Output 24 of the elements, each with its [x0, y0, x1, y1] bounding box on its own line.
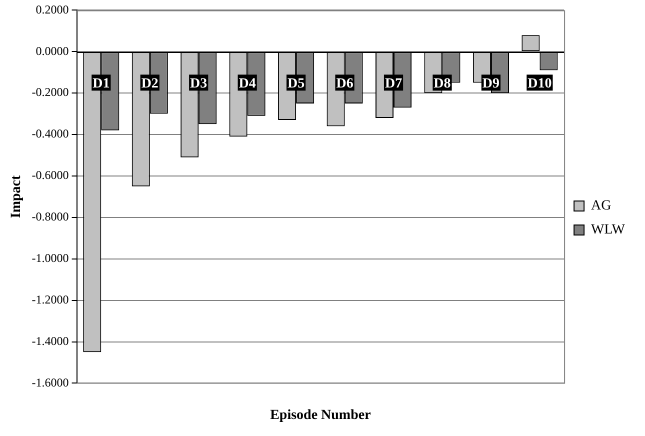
- y-tick-label: -0.4000: [32, 126, 69, 141]
- x-tick-label: D9: [482, 76, 500, 92]
- y-tick-label: -1.6000: [32, 375, 69, 390]
- x-tick-label: D8: [434, 76, 451, 92]
- x-tick-label: D2: [141, 76, 158, 92]
- y-tick-label: -1.0000: [32, 251, 69, 266]
- y-tick-label: -1.4000: [32, 334, 69, 348]
- legend-label: WLW: [591, 222, 626, 238]
- y-tick-label: 0.0000: [36, 44, 69, 58]
- y-tick-label: 0.2000: [36, 2, 69, 16]
- x-tick-label: D4: [238, 76, 256, 92]
- y-tick-label: -1.2000: [32, 292, 69, 306]
- y-tick-label: -0.6000: [32, 168, 69, 182]
- legend-label: AG: [591, 198, 612, 214]
- y-axis-title: Impact: [9, 174, 24, 218]
- y-tick-label: -0.8000: [32, 210, 69, 224]
- x-tick-label: D5: [288, 76, 305, 92]
- x-tick-label: D10: [528, 76, 552, 92]
- x-tick-label: D3: [190, 76, 208, 92]
- x-axis-title: Episode Number: [270, 408, 371, 424]
- x-tick-label: D6: [336, 76, 354, 92]
- x-tick-label: D7: [384, 76, 402, 92]
- x-tick-label: D1: [92, 76, 110, 92]
- y-tick-label: -0.2000: [32, 85, 69, 100]
